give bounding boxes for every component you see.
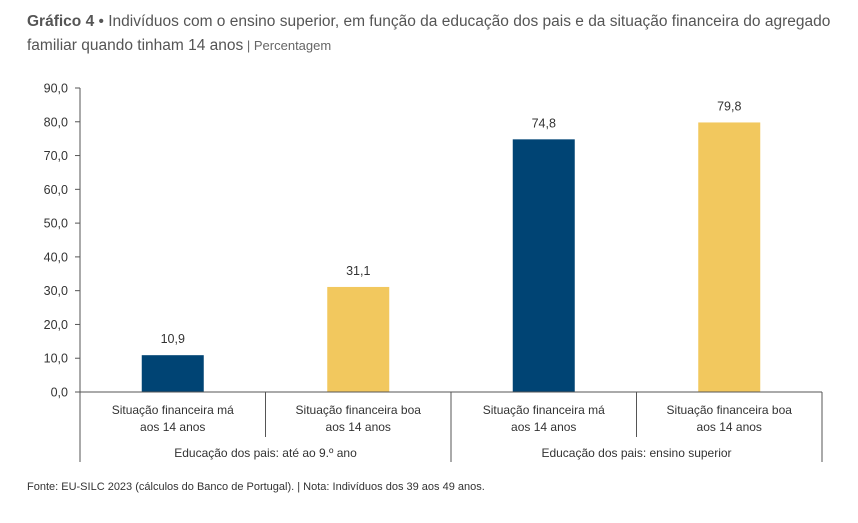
footnote: Fonte: EU-SILC 2023 (cálculos do Banco d… [27,481,485,493]
bar [698,122,761,392]
category-label-line1: Situação financeira boa [296,403,422,417]
title-unit: | Percentagem [243,38,332,53]
y-tick-label: 20,0 [44,318,68,332]
y-tick-label: 30,0 [44,284,68,298]
y-tick-label: 70,0 [44,149,68,163]
data-label: 10,9 [161,332,185,346]
chart-number: Gráfico 4 [27,13,95,30]
y-tick-label: 60,0 [44,183,68,197]
category-label-line1: Situação financeira boa [667,403,793,417]
category-label-line2: aos 14 anos [697,420,762,434]
title-separator: • [94,13,109,30]
category-label-line2: aos 14 anos [326,420,391,434]
data-label: 74,8 [532,116,556,130]
bar [141,355,204,392]
data-label: 31,1 [346,264,370,278]
y-tick-label: 90,0 [44,82,68,96]
category-label-line1: Situação financeira má [483,403,605,417]
group-label: Educação dos pais: até ao 9.º ano [174,446,357,460]
bar [327,286,390,392]
y-tick-label: 80,0 [44,115,68,129]
category-label-line1: Situação financeira má [112,403,234,417]
y-tick-label: 0,0 [51,386,68,400]
data-label: 79,8 [717,99,741,113]
group-label: Educação dos pais: ensino superior [541,446,731,460]
category-label-line2: aos 14 anos [140,420,205,434]
bar [512,139,575,392]
y-tick-label: 50,0 [44,217,68,231]
chart-title: Gráfico 4 • Indivíduos com o ensino supe… [27,10,837,58]
category-label-line2: aos 14 anos [511,420,576,434]
y-tick-label: 10,0 [44,352,68,366]
y-tick-label: 40,0 [44,250,68,264]
title-text: Indivíduos com o ensino superior, em fun… [27,13,831,54]
